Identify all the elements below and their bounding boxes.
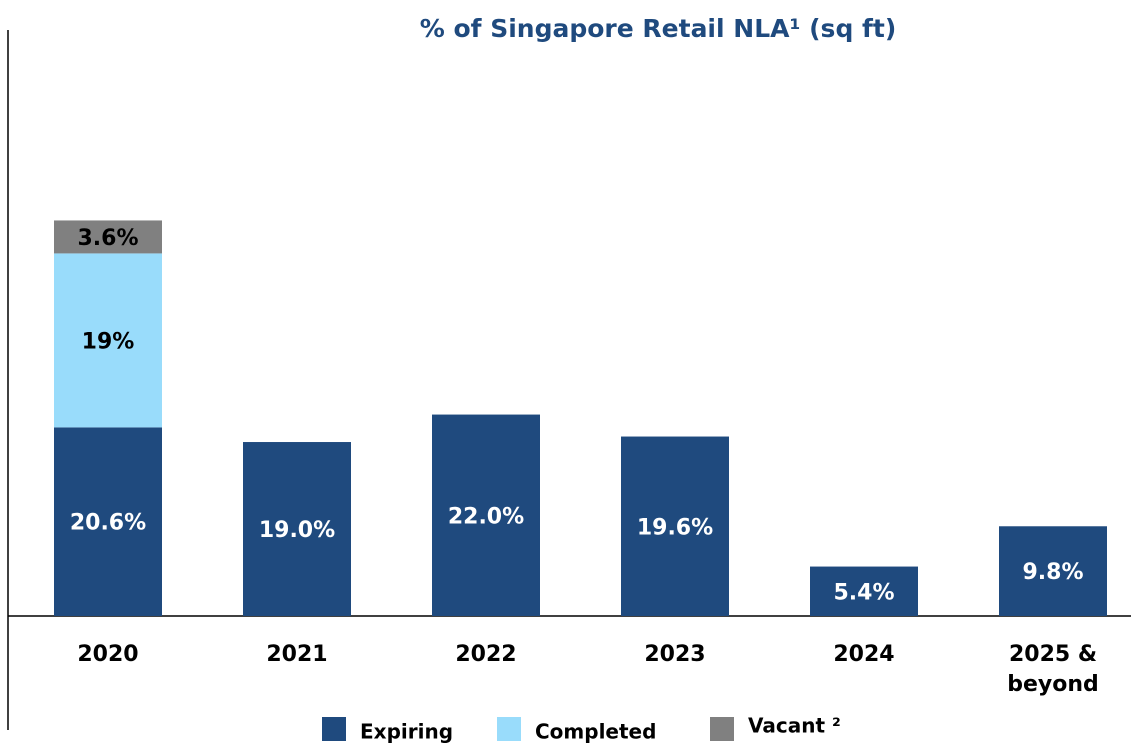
legend-label: Expiring [360, 720, 453, 744]
bar-segment [621, 436, 729, 616]
x-tick-label: 2025 & beyond [1007, 642, 1099, 697]
legend-label: Vacant ² [748, 714, 841, 738]
legend-label: Completed [535, 720, 656, 744]
bar-segment [432, 414, 540, 616]
value-label: 19.0% [259, 518, 335, 543]
x-tick-label: 2020 [77, 642, 139, 667]
value-label: 20.6% [70, 511, 146, 536]
bar-segment [810, 566, 918, 616]
legend-swatch [710, 717, 734, 741]
bar-segment [243, 442, 351, 616]
bar-segment [54, 427, 162, 616]
x-tick-label: 2024 [833, 642, 895, 667]
chart-title: % of Singapore Retail NLA¹ (sq ft) [420, 14, 897, 43]
legend-swatch [497, 717, 521, 741]
legend-swatch [322, 717, 346, 741]
value-label: 9.8% [1022, 560, 1083, 585]
x-tick-label: 2021 [266, 642, 328, 667]
x-tick-label: 2023 [644, 642, 706, 667]
value-label: 22.0% [448, 504, 524, 529]
bar-segment [54, 253, 162, 428]
value-label: 3.6% [77, 226, 138, 251]
x-tick-label: 2022 [455, 642, 517, 667]
bar-segment [999, 526, 1107, 616]
value-label: 19% [82, 329, 135, 354]
value-label: 19.6% [637, 515, 713, 540]
bar-segment [54, 220, 162, 254]
value-label: 5.4% [833, 580, 894, 605]
